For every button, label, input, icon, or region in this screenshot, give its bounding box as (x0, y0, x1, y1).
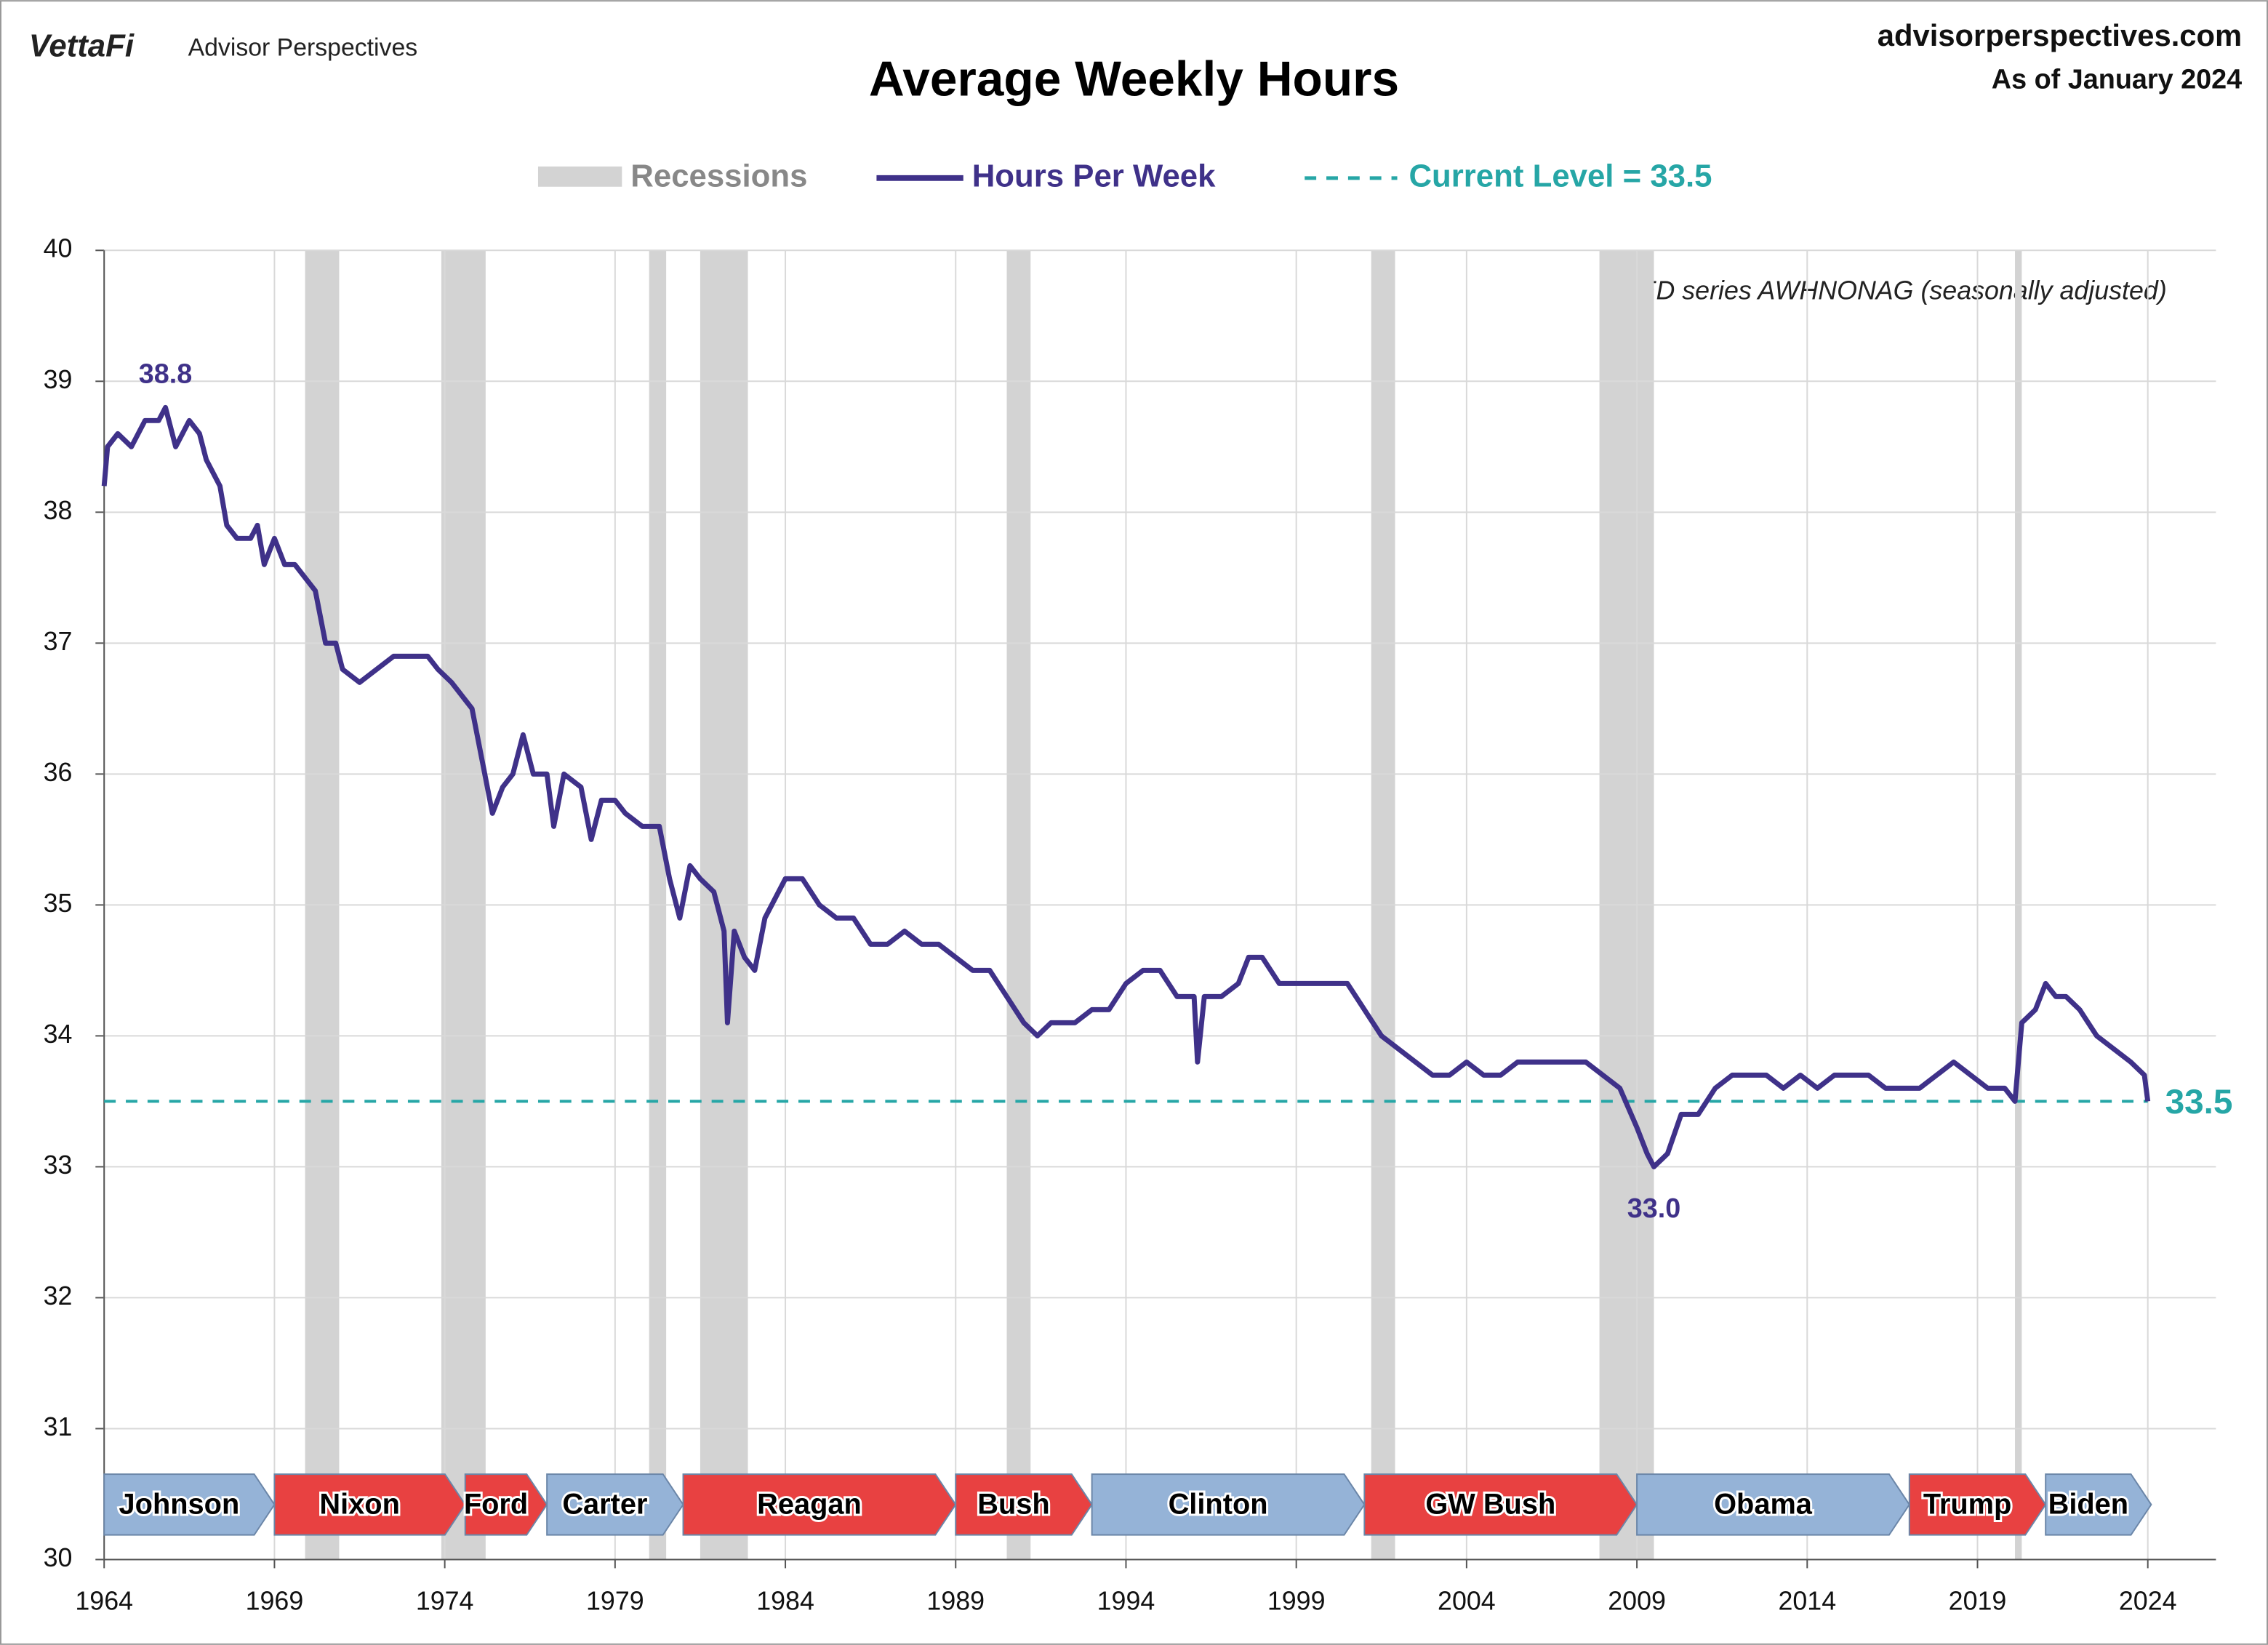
legend-swatch (537, 166, 622, 187)
y-tick-label: 38 (44, 496, 73, 525)
y-tick-label: 35 (44, 889, 73, 918)
president-term (464, 1473, 548, 1536)
president-term (955, 1473, 1093, 1536)
y-tick-label: 36 (44, 758, 73, 787)
president-term (103, 1473, 276, 1536)
note: FRED series AWHNONAG (seasonally adjuste… (1604, 276, 2167, 305)
president-term (2045, 1473, 2152, 1536)
brand-sub: Advisor Perspectives (188, 34, 418, 62)
x-tick-label: 2009 (1608, 1587, 1666, 1616)
y-tick-label: 30 (44, 1543, 73, 1572)
as-of: As of January 2024 (1992, 65, 2242, 95)
legend-label: Recessions (630, 158, 807, 193)
site: advisorperspectives.com (1878, 18, 2242, 52)
annotation: 38.8 (139, 359, 193, 390)
reference-label: 33.5 (2165, 1083, 2233, 1121)
x-tick-label: 1969 (246, 1587, 304, 1616)
president-name: GW Bush (1425, 1488, 1555, 1520)
president-name: Clinton (1169, 1488, 1268, 1520)
annotation: 33.0 (1627, 1193, 1681, 1224)
y-tick-label: 33 (44, 1150, 73, 1180)
x-tick-label: 2024 (2119, 1587, 2177, 1616)
x-tick-label: 1979 (586, 1587, 644, 1616)
president-term (1363, 1473, 1638, 1536)
legend: Recessions Hours Per Week Current Level … (537, 158, 1712, 193)
x-tick-label: 1999 (1267, 1587, 1326, 1616)
president-name: Trump (1923, 1488, 2012, 1520)
president-term (273, 1473, 466, 1536)
x-tick-label: 1994 (1097, 1587, 1155, 1616)
president-name: Reagan (757, 1488, 862, 1520)
y-tick-label: 40 (44, 234, 73, 263)
president-term (546, 1473, 684, 1536)
x-tick-label: 1984 (756, 1587, 814, 1616)
president-name: Biden (2048, 1488, 2128, 1520)
president-term (1908, 1473, 2047, 1536)
president-term (682, 1473, 957, 1536)
y-tick-label: 37 (44, 627, 73, 656)
president-name: Johnson (119, 1488, 240, 1520)
series-line (101, 404, 2151, 1169)
legend-label: Current Level = 33.5 (1409, 158, 1712, 193)
president-name: Ford (464, 1488, 528, 1520)
x-tick-label: 2019 (1949, 1587, 2007, 1616)
x-tick-label: 1989 (926, 1587, 985, 1616)
president-name: Nixon (319, 1488, 399, 1520)
president-term (1091, 1473, 1366, 1536)
president-name: Carter (562, 1488, 647, 1520)
x-tick-label: 2014 (1778, 1587, 1836, 1616)
president-name: Bush (977, 1488, 1049, 1520)
x-tick-label: 1964 (75, 1587, 133, 1616)
y-tick-label: 32 (44, 1281, 73, 1310)
president-term (1636, 1473, 1911, 1536)
chart-title: Average Weekly Hours (869, 52, 1399, 106)
y-tick-label: 31 (44, 1412, 73, 1441)
legend-label: Hours Per Week (972, 158, 1216, 193)
x-tick-label: 2004 (1438, 1587, 1496, 1616)
y-tick-label: 39 (44, 365, 73, 394)
president-name: Obama (1714, 1488, 1813, 1520)
y-tick-label: 34 (44, 1020, 73, 1049)
brand: VettaFi (29, 28, 135, 63)
x-tick-label: 1974 (416, 1587, 474, 1616)
